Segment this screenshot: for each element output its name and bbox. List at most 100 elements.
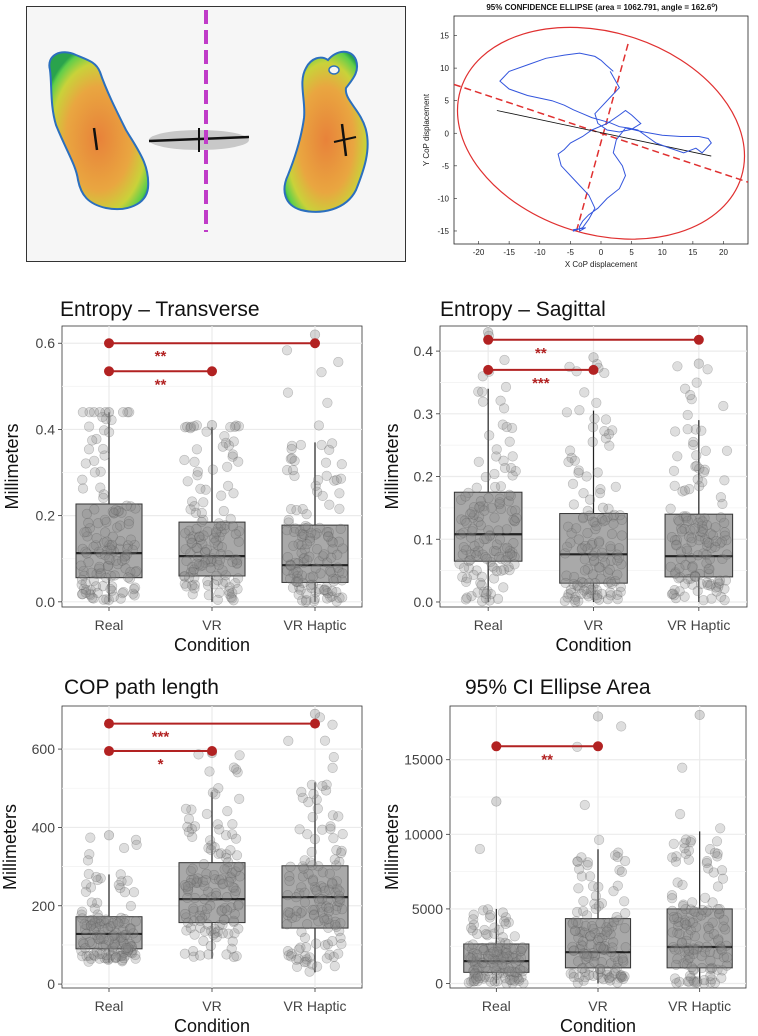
data-point	[112, 522, 123, 533]
data-point	[721, 549, 733, 560]
data-point	[115, 535, 126, 547]
data-point	[104, 543, 115, 554]
data-point	[119, 887, 130, 898]
data-point	[112, 917, 123, 928]
data-point	[598, 974, 609, 985]
y-tick-label: 5	[445, 97, 450, 106]
data-point	[681, 511, 692, 522]
data-point	[478, 586, 489, 598]
data-point	[696, 950, 707, 962]
data-point	[209, 923, 220, 935]
data-point	[581, 951, 592, 962]
data-point	[468, 919, 479, 931]
data-point	[455, 529, 466, 540]
data-point	[211, 528, 222, 539]
data-point	[290, 523, 301, 534]
data-point	[333, 948, 344, 959]
data-point	[683, 845, 695, 856]
data-point	[208, 532, 220, 544]
data-point	[620, 855, 631, 867]
data-point	[188, 874, 199, 885]
data-point	[203, 843, 214, 854]
data-point	[185, 423, 196, 434]
data-point	[95, 567, 106, 579]
data-point	[79, 924, 91, 935]
data-point	[715, 943, 727, 955]
right-foot-axis-cross	[333, 136, 357, 143]
data-point	[671, 851, 682, 862]
data-point	[581, 589, 593, 600]
data-point	[215, 520, 226, 532]
data-point	[671, 535, 683, 546]
data-point	[489, 954, 500, 966]
data-point	[183, 572, 195, 583]
data-point	[82, 855, 94, 866]
data-point	[108, 942, 119, 953]
data-point	[105, 554, 116, 565]
data-point	[202, 903, 213, 914]
data-point	[471, 949, 483, 960]
data-point	[590, 524, 601, 535]
data-point	[210, 928, 221, 939]
data-point	[678, 958, 689, 969]
data-point	[121, 549, 132, 560]
data-point	[211, 535, 222, 546]
data-point	[76, 574, 88, 585]
data-point	[297, 504, 308, 515]
data-point	[202, 526, 213, 537]
data-point	[704, 564, 715, 575]
data-point	[481, 588, 492, 600]
data-point	[334, 886, 345, 897]
data-point	[507, 547, 518, 558]
data-point	[78, 565, 89, 577]
data-point	[217, 565, 228, 576]
data-point	[703, 568, 714, 579]
data-point	[217, 441, 228, 452]
data-point	[608, 916, 619, 927]
data-point	[500, 381, 512, 393]
data-point	[313, 861, 324, 872]
data-point	[318, 882, 329, 893]
data-point	[125, 501, 136, 512]
y-tick-label: 0.2	[36, 508, 56, 524]
data-point	[301, 539, 313, 550]
data-point	[119, 914, 130, 925]
data-point	[81, 928, 92, 940]
data-point	[587, 550, 598, 561]
data-point	[201, 544, 212, 555]
data-point	[515, 946, 526, 957]
data-point	[458, 527, 469, 538]
data-point	[605, 541, 616, 552]
x-tick-label: 15	[688, 248, 697, 257]
data-point	[210, 887, 221, 899]
data-point	[672, 912, 683, 923]
data-point	[217, 578, 228, 589]
data-point	[492, 941, 503, 952]
data-point	[675, 553, 686, 564]
data-point	[590, 578, 601, 589]
data-point-max	[491, 796, 502, 807]
data-point	[682, 424, 693, 435]
data-point	[97, 581, 108, 592]
data-point	[76, 589, 88, 600]
data-point	[667, 588, 678, 599]
y-tick-label: 10000	[404, 826, 443, 842]
data-point	[582, 564, 593, 575]
data-point	[205, 835, 216, 846]
data-point	[592, 969, 603, 980]
data-point	[702, 364, 713, 375]
data-point	[94, 407, 105, 418]
confidence-ellipse	[456, 26, 746, 240]
data-point	[85, 585, 96, 596]
data-point	[214, 824, 225, 835]
data-point	[489, 481, 501, 493]
data-point	[506, 550, 517, 561]
y-tick-label: 15000	[404, 752, 443, 768]
data-point	[332, 562, 344, 573]
data-point	[513, 955, 524, 966]
data-point	[617, 952, 628, 964]
data-point	[589, 949, 601, 961]
data-point	[614, 552, 625, 563]
data-point	[602, 511, 613, 522]
